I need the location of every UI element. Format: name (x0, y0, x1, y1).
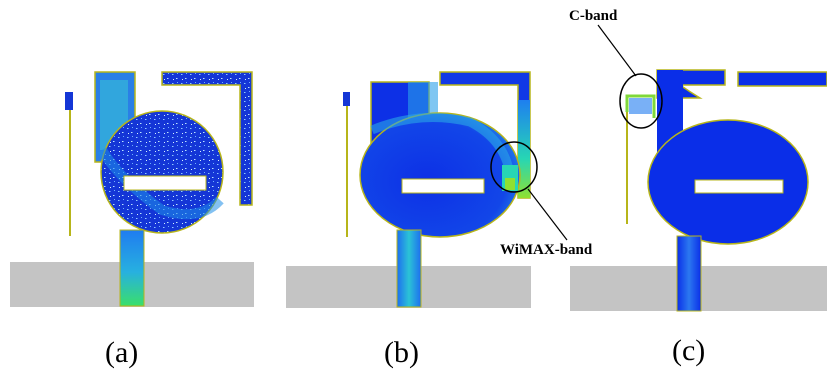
feed-line (676, 235, 702, 312)
l-stub (737, 71, 827, 87)
slot (401, 178, 485, 194)
caption-c: (c) (672, 334, 705, 367)
caption-a: (a) (105, 336, 138, 369)
c-band-label: C-band (569, 8, 618, 24)
c-band-highlight-circle (619, 73, 663, 129)
feed-line (396, 229, 422, 308)
radiator-disk (100, 110, 224, 234)
panel-a: (a) (10, 71, 254, 369)
c-band-hook (625, 94, 656, 118)
slot (694, 179, 784, 194)
panel-c: C-band (c) (569, 8, 827, 367)
radiator-disk (359, 112, 521, 238)
c-band-leader-line (597, 24, 637, 77)
feed-line (119, 229, 145, 307)
panel-b: WiMAX-band (b) (286, 71, 593, 369)
side-strip-tip (343, 92, 350, 106)
slot (123, 175, 207, 191)
l-stub (161, 71, 253, 206)
wimax-leader-line (527, 188, 568, 241)
side-strip-tip (65, 92, 73, 110)
wimax-band-label: WiMAX-band (500, 242, 593, 258)
wimax-highlight-circle (490, 141, 538, 193)
caption-b: (b) (384, 336, 419, 369)
